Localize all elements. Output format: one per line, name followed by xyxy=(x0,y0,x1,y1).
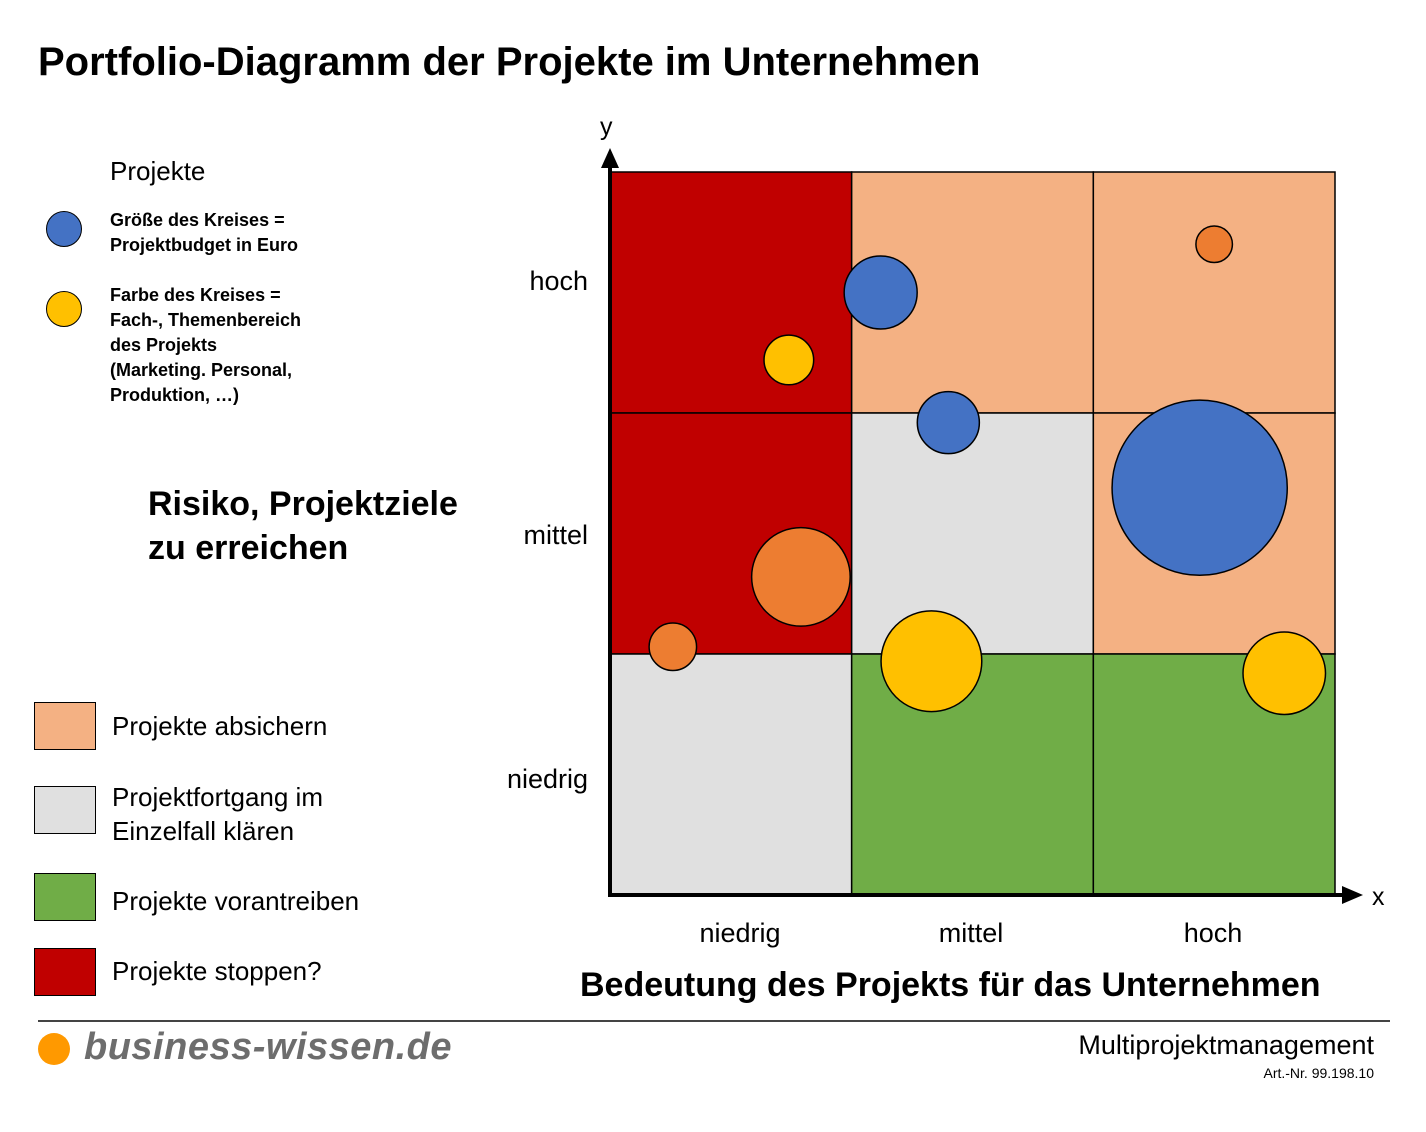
x-axis-arrow-icon xyxy=(1342,886,1363,904)
footer-divider xyxy=(38,1020,1390,1022)
category-swatch-klaeren xyxy=(34,786,96,834)
x-tick-hoch: hoch xyxy=(1183,918,1243,948)
project-bubble-1 xyxy=(843,255,918,330)
x-tick-niedrig: niedrig xyxy=(699,918,781,948)
category-label-vorantreiben: Projekte vorantreiben xyxy=(112,886,360,916)
y-tick-hoch: hoch xyxy=(529,266,588,296)
yellow-circle-icon xyxy=(46,291,82,327)
project-bubble-2 xyxy=(916,390,981,455)
project-bubble-8 xyxy=(880,610,983,713)
brand-logo-text: business-wissen.de xyxy=(84,1026,453,1068)
footer-title: Multiprojektmanagement xyxy=(1078,1030,1374,1060)
blue-circle-icon xyxy=(46,211,82,247)
y-tick-mittel: mittel xyxy=(523,520,588,550)
category-swatch-stoppen xyxy=(34,948,96,996)
x-tick-mittel: mittel xyxy=(938,918,1004,948)
cell-hoch-niedrig xyxy=(609,171,853,414)
y-axis-title: Risiko, Projektziele zu erreichen xyxy=(148,485,458,567)
page-title: Portfolio-Diagramm der Projekte im Unter… xyxy=(38,40,981,84)
cell-hoch-hoch xyxy=(1092,171,1336,414)
project-bubble-6 xyxy=(648,622,698,672)
y-axis-letter: y xyxy=(600,113,613,141)
project-bubble-5 xyxy=(750,526,851,627)
legend-heading: Projekte xyxy=(110,156,206,186)
cell-mittel-mittel xyxy=(850,412,1095,655)
y-tick-niedrig: niedrig xyxy=(506,764,588,794)
cell-niedrig-niedrig xyxy=(609,653,853,896)
project-bubble-9 xyxy=(1242,631,1327,716)
article-number: Art.-Nr. 99.198.10 xyxy=(1263,1065,1374,1081)
project-bubble-7 xyxy=(763,334,815,386)
category-label-absichern: Projekte absichern xyxy=(112,711,328,741)
legend-size-text: Größe des Kreises = Projektbudget in Eur… xyxy=(110,210,299,255)
project-bubble-3 xyxy=(1111,399,1289,577)
cell-niedrig-mittel xyxy=(850,653,1095,896)
brand-dot-icon xyxy=(38,1033,70,1065)
portfolio-chart xyxy=(601,148,1363,904)
x-axis-title: Bedeutung des Projekts für das Unternehm… xyxy=(580,966,1321,1004)
y-axis-arrow-icon xyxy=(601,148,619,168)
category-swatch-vorantreiben xyxy=(34,873,96,921)
x-axis-letter: x xyxy=(1372,883,1385,911)
category-swatch-absichern xyxy=(34,702,96,750)
project-bubble-4 xyxy=(1195,225,1234,264)
legend-color-text: Farbe des Kreises = Fach-, Themenbereich… xyxy=(110,285,302,405)
category-label-klaeren: Projektfortgang im Einzelfall klären xyxy=(112,782,323,846)
category-label-stoppen: Projekte stoppen? xyxy=(112,956,322,986)
